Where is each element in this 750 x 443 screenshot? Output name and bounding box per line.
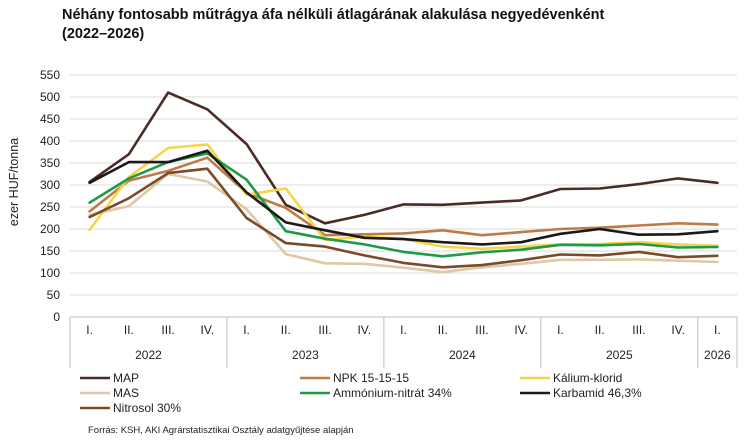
y-tick-label: 400 xyxy=(40,134,60,148)
legend-label-3: Kálium-klorid xyxy=(553,371,622,385)
x-tick-label: III. xyxy=(318,323,331,337)
y-tick-label: 200 xyxy=(40,222,60,236)
y-tick-label: 100 xyxy=(40,266,60,280)
chart-title: Néhány fontosabb műtrágya áfa nélküli át… xyxy=(62,6,742,44)
y-tick-label: 250 xyxy=(40,200,60,214)
grid-lines xyxy=(70,74,737,318)
legend-label-5: Ammónium-nitrát 34% xyxy=(333,386,452,400)
y-tick-label: 150 xyxy=(40,244,60,258)
y-axis-label: ezer HUF/tonna xyxy=(7,138,21,226)
x-tick-label: II. xyxy=(281,323,291,337)
x-tick-label: II. xyxy=(124,323,134,337)
legend-label-1: MAP xyxy=(113,371,139,385)
x-tick-label: II. xyxy=(595,323,605,337)
x-tick-label: III. xyxy=(475,323,488,337)
legend: MAP NPK 15-15-15 Kálium-klorid MAS Ammónium-… xyxy=(80,371,642,415)
x-year-label: 2022 xyxy=(135,348,162,362)
series-line-1 xyxy=(88,91,719,225)
legend-label-6: Karbamid 46,3% xyxy=(553,386,642,400)
axes: 0 50 100 150 200 250 300 350 400 450 500 550 2022 202… xyxy=(40,68,738,368)
x-tick-label: IV. xyxy=(671,323,685,337)
chart-title-line2: (2022–2026) xyxy=(62,26,145,42)
legend-label-7: Nitrosol 30% xyxy=(113,401,181,415)
x-tick-label: I. xyxy=(714,323,721,337)
y-tick-label: 300 xyxy=(40,178,60,192)
series-line-4 xyxy=(88,172,719,274)
y-tick-label: 500 xyxy=(40,90,60,104)
x-year-label: 2024 xyxy=(449,348,476,362)
y-tick-label: 550 xyxy=(40,68,60,82)
y-tick-label: 50 xyxy=(47,288,61,302)
series-line-5 xyxy=(88,152,719,258)
source-note: Forrás: KSH, AKI Agrárstatisztikai Osztá… xyxy=(88,425,354,436)
x-tick-label: I. xyxy=(243,323,250,337)
x-tick-label: I. xyxy=(400,323,407,337)
series-line-6 xyxy=(88,149,719,246)
x-tick-label: I. xyxy=(557,323,564,337)
x-tick-label: I. xyxy=(86,323,93,337)
series-line-7 xyxy=(88,167,719,269)
x-tick-label: IV. xyxy=(201,323,215,337)
x-year-label: 2026 xyxy=(704,348,731,362)
series-line-2 xyxy=(88,156,719,237)
x-year-label: 2023 xyxy=(292,348,319,362)
x-tick-label: III. xyxy=(161,323,174,337)
y-tick-label: 350 xyxy=(40,156,60,170)
x-tick-label: IV. xyxy=(357,323,371,337)
x-tick-label: II. xyxy=(438,323,448,337)
y-tick-label: 450 xyxy=(40,112,60,126)
x-year-label: 2025 xyxy=(606,348,633,362)
legend-label-2: NPK 15-15-15 xyxy=(333,371,409,385)
x-tick-label: III. xyxy=(632,323,645,337)
y-tick-label: 0 xyxy=(53,310,60,324)
series-lines xyxy=(88,91,719,274)
x-tick-label: IV. xyxy=(514,323,528,337)
chart-title-line1: Néhány fontosabb műtrágya áfa nélküli át… xyxy=(62,7,605,23)
legend-label-4: MAS xyxy=(113,386,139,400)
